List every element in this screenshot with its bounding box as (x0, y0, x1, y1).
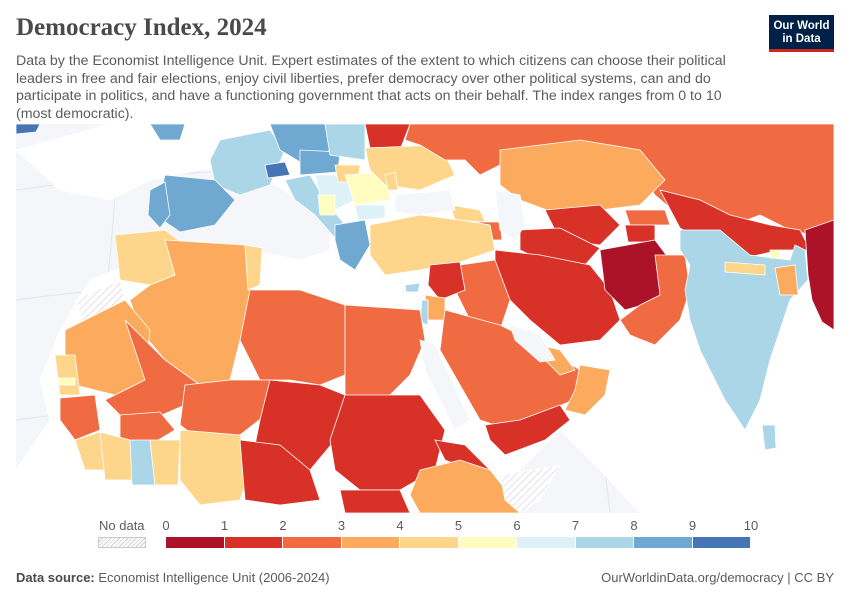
data-source: Data source: Economist Intelligence Unit… (16, 570, 330, 585)
legend-tick-label: 6 (513, 518, 521, 533)
country-turkey (369, 214, 496, 276)
country-oman (564, 364, 611, 416)
legend-tick-label: 5 (454, 518, 463, 533)
country-serbia (317, 194, 336, 216)
legend-bin-4[interactable] (400, 537, 458, 548)
country-uk (149, 124, 186, 141)
logo-line-1: Our World (773, 20, 830, 32)
persian-gulf (509, 324, 556, 363)
legend-bin-2[interactable] (283, 537, 341, 548)
country-greece (334, 219, 371, 271)
caspian-sea (494, 189, 526, 241)
country-tajikistan (624, 224, 656, 243)
legend-nodata-swatch (98, 537, 146, 548)
country-togo-benin (149, 439, 181, 486)
data-source-label: Data source: (16, 570, 95, 585)
country-gambia (57, 377, 76, 386)
country-india (679, 229, 809, 431)
legend-nodata-label: No data (99, 518, 145, 533)
logo-line-2: in Data (782, 33, 821, 45)
legend-bin-5[interactable] (458, 537, 516, 548)
country-nepal (724, 261, 766, 276)
legend-bin-8[interactable] (634, 537, 692, 548)
country-iceland (16, 124, 41, 135)
black-sea (394, 189, 456, 216)
country-nigeria (179, 429, 251, 506)
choropleth-map[interactable] (16, 124, 834, 513)
country-burkina-faso (119, 411, 176, 446)
legend-tick-label: 9 (688, 518, 697, 533)
legend-tick-label: 10 (743, 518, 759, 533)
country-cyprus (404, 282, 421, 293)
legend-bin-1[interactable] (224, 537, 282, 548)
legend-bin-6[interactable] (517, 537, 575, 548)
color-legend: 0 1 2 3 4 5 6 7 8 9 10 (162, 518, 758, 550)
country-libya (239, 289, 346, 386)
footer-url[interactable]: OurWorldinData.org/democracy | CC BY (601, 570, 834, 585)
country-myanmar (804, 219, 834, 331)
country-france (209, 129, 286, 196)
chart-subtitle: Data by the Economist Intelligence Unit.… (16, 53, 726, 122)
data-source-link[interactable]: Economist Intelligence Unit (2006-2024) (98, 570, 330, 585)
red-sea (419, 339, 471, 431)
legend-bin-9[interactable] (692, 537, 750, 548)
country-cameroon-car (239, 439, 321, 506)
country-poland (324, 124, 366, 161)
country-sri-lanka (761, 424, 777, 451)
legend-bin-3[interactable] (341, 537, 399, 548)
country-niger (179, 379, 273, 441)
country-yemen (484, 404, 571, 456)
chart-title: Democracy Index, 2024 (16, 14, 267, 41)
country-syria (427, 261, 466, 301)
country-moldova (384, 171, 399, 191)
country-somalia (499, 464, 561, 513)
country-kyrgyzstan (624, 209, 671, 226)
legend-bin-0[interactable] (166, 537, 224, 548)
country-pakistan (619, 254, 691, 346)
legend-tick-label: 4 (396, 518, 404, 533)
country-switzerland (264, 161, 291, 179)
legend-bin-7[interactable] (575, 537, 633, 548)
country-south-sudan (339, 489, 411, 513)
legend-tick-label: 2 (279, 518, 287, 533)
country-guinea (59, 394, 101, 441)
country-kazakhstan (499, 139, 666, 216)
country-bangladesh (774, 264, 799, 296)
legend-tick-label: 1 (220, 518, 229, 533)
countries (16, 124, 834, 513)
country-bulgaria (354, 204, 386, 221)
legend-tick-label: 7 (571, 518, 580, 533)
country-bhutan (769, 249, 781, 259)
legend-tick-label: 8 (630, 518, 638, 533)
legend-tick-label: 3 (337, 518, 346, 533)
legend-tick-label: 0 (162, 518, 170, 533)
country-romania (344, 171, 391, 206)
country-portugal (147, 181, 171, 229)
country-tunisia (244, 244, 263, 291)
owid-logo[interactable]: Our World in Data (769, 15, 834, 52)
